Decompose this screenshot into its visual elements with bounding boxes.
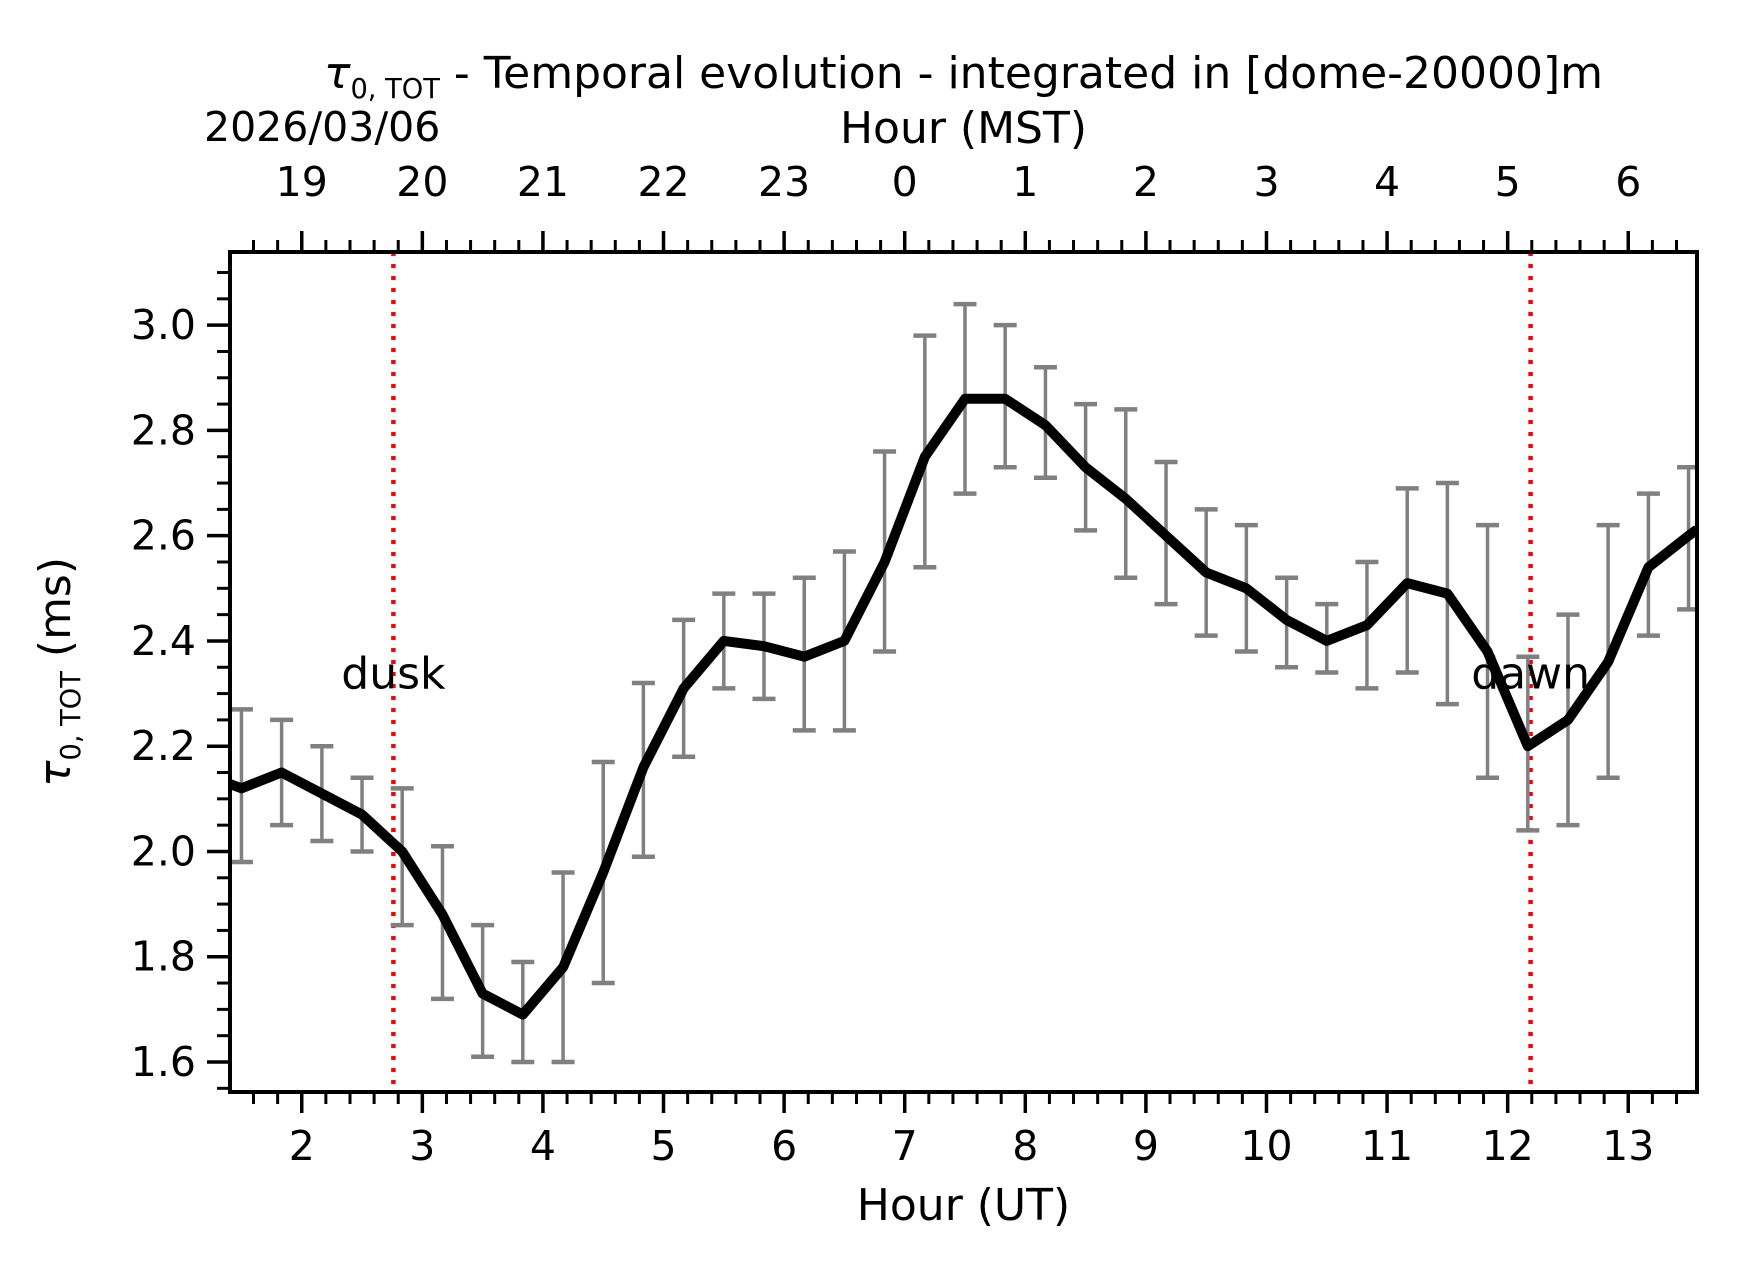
y-tick-label: 2.8 [131, 406, 196, 454]
x-tick-label: 6 [771, 1122, 797, 1170]
mst-tick-label: 20 [396, 158, 448, 206]
x-tick-label: 3 [409, 1122, 435, 1170]
y-tick-label: 1.8 [131, 933, 196, 981]
y-tick-label: 3.0 [131, 301, 196, 349]
x-tick-label: 2 [289, 1122, 315, 1170]
y-axis-title: τ0, TOT (ms) [29, 422, 87, 922]
date-label: 2026/03/06 [204, 103, 441, 151]
y-tick-label: 2.2 [131, 722, 196, 770]
x-tick-label: 4 [530, 1122, 556, 1170]
mst-tick-label: 23 [758, 158, 810, 206]
chart-title: τ0, TOT - Temporal evolution - integrate… [230, 48, 1697, 105]
x-axis-title: Hour (UT) [856, 1180, 1071, 1231]
title-text: - Temporal evolution - integrated in [do… [439, 48, 1604, 99]
title-subscript: 0, TOT [350, 73, 440, 105]
dawn-label: dawn [1471, 649, 1590, 700]
x-tick-label: 12 [1482, 1122, 1534, 1170]
y-tick-label: 1.6 [131, 1038, 196, 1086]
mst-tick-label: 6 [1615, 158, 1641, 206]
mst-tick-label: 3 [1253, 158, 1279, 206]
mst-tick-label: 4 [1374, 158, 1400, 206]
x-tick-label: 7 [892, 1122, 918, 1170]
data-line [230, 393, 1697, 1020]
x-tick-label: 11 [1361, 1122, 1413, 1170]
mst-tick-label: 2 [1133, 158, 1159, 206]
mst-tick-label: 21 [517, 158, 569, 206]
x-tick-label: 9 [1133, 1122, 1159, 1170]
y-tick-label: 2.4 [131, 617, 196, 665]
ylabel-unit-text: (ms) [30, 556, 81, 672]
y-tick-label: 2.6 [131, 512, 196, 560]
top-axis-title: Hour (MST) [839, 103, 1088, 154]
dusk-label: dusk [341, 649, 446, 700]
mst-tick-label: 19 [276, 158, 328, 206]
x-tick-label: 8 [1012, 1122, 1038, 1170]
mst-tick-label: 22 [637, 158, 689, 206]
mst-tick-label: 1 [1012, 158, 1038, 206]
mst-tick-label: 5 [1495, 158, 1521, 206]
axes-spines [228, 250, 1699, 1094]
ylabel-subscript: 0, TOT [55, 671, 87, 761]
x-tick-label: 5 [650, 1122, 676, 1170]
mst-tick-label: 0 [892, 158, 918, 206]
ylabel-tau-symbol: τ [30, 760, 81, 788]
x-tick-label: 10 [1240, 1122, 1292, 1170]
y-tick-label: 2.0 [131, 827, 196, 875]
title-tau-symbol: τ [323, 48, 351, 99]
x-tick-label: 13 [1602, 1122, 1654, 1170]
plot-data-layer [230, 252, 1697, 1092]
